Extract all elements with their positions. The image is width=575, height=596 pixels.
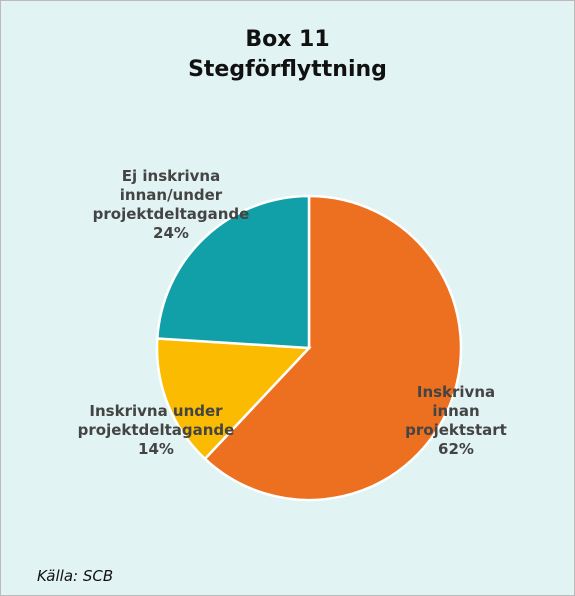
source-note: Källa: SCB	[37, 567, 114, 585]
value-label: 14%	[138, 440, 174, 458]
category-label: Inskrivna under projektdeltagande	[77, 402, 235, 439]
category-label: Inskrivna innan projektstart	[405, 383, 507, 439]
pie-slice	[203, 194, 463, 502]
category-label: Ej inskrivna innan/under projektdeltagan…	[92, 167, 250, 223]
value-label: 62%	[438, 440, 474, 458]
value-label: 24%	[153, 224, 189, 242]
slice-label: Inskrivna under projektdeltagande 14%	[56, 402, 256, 459]
slice-label: Ej inskrivna innan/under projektdeltagan…	[76, 167, 266, 243]
slice-label: Inskrivna innan projektstart 62%	[401, 383, 511, 459]
chart-title: Box 11	[245, 27, 330, 52]
chart-subtitle: Stegförflyttning	[188, 57, 387, 82]
pie-slice	[155, 194, 311, 350]
pie-slice	[155, 337, 312, 461]
